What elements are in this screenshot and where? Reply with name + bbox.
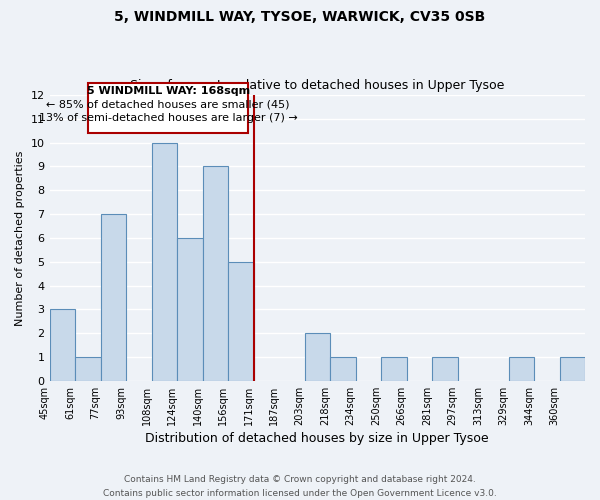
FancyBboxPatch shape [88, 83, 248, 133]
Bar [305, 333, 330, 381]
Bar [432, 357, 458, 381]
Bar [330, 357, 356, 381]
Bar [203, 166, 228, 381]
Bar [50, 310, 75, 381]
Bar [177, 238, 203, 381]
Bar [509, 357, 534, 381]
Text: 5, WINDMILL WAY, TYSOE, WARWICK, CV35 0SB: 5, WINDMILL WAY, TYSOE, WARWICK, CV35 0S… [115, 10, 485, 24]
Text: 13% of semi-detached houses are larger (7) →: 13% of semi-detached houses are larger (… [39, 112, 298, 122]
Y-axis label: Number of detached properties: Number of detached properties [15, 150, 25, 326]
Bar [560, 357, 585, 381]
Bar [101, 214, 126, 381]
Text: 5 WINDMILL WAY: 168sqm: 5 WINDMILL WAY: 168sqm [86, 86, 250, 97]
Bar [228, 262, 254, 381]
Text: ← 85% of detached houses are smaller (45): ← 85% of detached houses are smaller (45… [46, 100, 290, 110]
Text: Contains HM Land Registry data © Crown copyright and database right 2024.
Contai: Contains HM Land Registry data © Crown c… [103, 476, 497, 498]
X-axis label: Distribution of detached houses by size in Upper Tysoe: Distribution of detached houses by size … [145, 432, 489, 445]
Title: Size of property relative to detached houses in Upper Tysoe: Size of property relative to detached ho… [130, 80, 505, 92]
Bar [152, 142, 177, 381]
Bar [75, 357, 101, 381]
Bar [381, 357, 407, 381]
